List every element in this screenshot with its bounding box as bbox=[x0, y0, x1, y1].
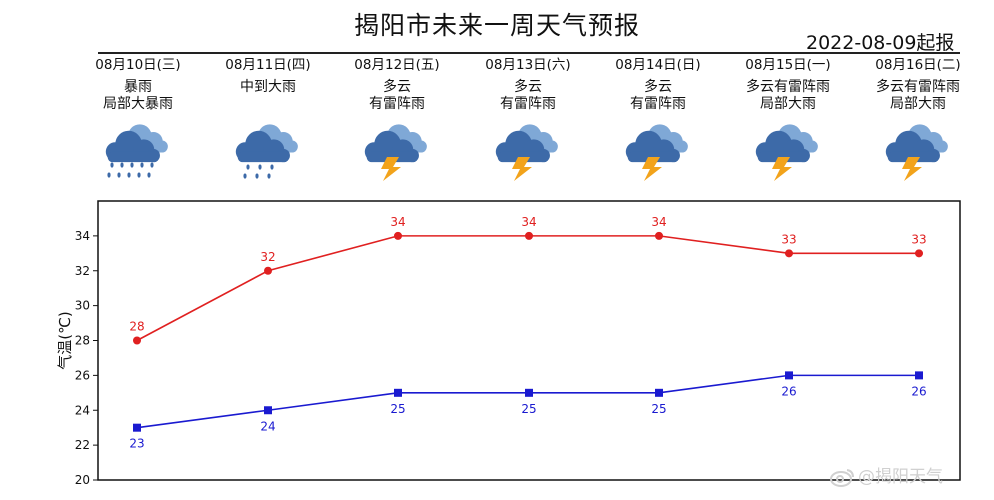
data-point bbox=[785, 371, 793, 380]
y-axis-label: 气温(℃) bbox=[56, 311, 74, 370]
data-label: 25 bbox=[651, 402, 666, 416]
data-label: 28 bbox=[129, 320, 144, 334]
day-column: 08月16日(二) 多云有雷阵雨 局部大雨 bbox=[853, 56, 983, 201]
watermark-text: @揭阳天气 bbox=[858, 467, 943, 487]
day-column: 08月10日(三) 暴雨 局部大暴雨 bbox=[73, 56, 203, 201]
data-label: 33 bbox=[911, 232, 926, 246]
data-label: 32 bbox=[260, 250, 275, 264]
data-point bbox=[133, 423, 141, 432]
data-point bbox=[525, 388, 533, 397]
issue-date: 2022-08-09起报 bbox=[806, 32, 955, 54]
day-weather-description: 多云 有雷阵雨 bbox=[463, 79, 593, 113]
y-tick-label: 34 bbox=[75, 229, 90, 243]
day-date-label: 08月14日(日) bbox=[615, 57, 701, 73]
data-point bbox=[785, 249, 793, 258]
y-tick-label: 20 bbox=[75, 473, 90, 487]
day-weather-description: 暴雨 局部大暴雨 bbox=[73, 79, 203, 113]
day-column: 08月12日(五) 多云 有雷阵雨 bbox=[332, 56, 462, 201]
data-label: 33 bbox=[781, 232, 796, 246]
day-column: 08月15日(一) 多云有雷阵雨 局部大雨 bbox=[723, 56, 853, 201]
data-point bbox=[264, 406, 272, 415]
thunderstorm-icon bbox=[625, 124, 688, 181]
data-label: 23 bbox=[129, 437, 144, 451]
day-weather-description: 多云有雷阵雨 局部大雨 bbox=[853, 79, 983, 113]
day-weather-text: 暴雨 bbox=[124, 79, 152, 95]
data-point bbox=[525, 231, 533, 240]
watermark: @揭阳天气 bbox=[830, 462, 943, 487]
data-point bbox=[915, 371, 923, 380]
data-point bbox=[915, 249, 923, 258]
day-weather-text: 多云 bbox=[514, 79, 542, 95]
day-weather-text: 局部大暴雨 bbox=[103, 96, 173, 112]
thunderstorm-icon bbox=[495, 124, 558, 181]
day-date-label: 08月15日(一) bbox=[745, 57, 831, 73]
thunderstorm-icon bbox=[364, 124, 427, 181]
day-date-label: 08月11日(四) bbox=[225, 57, 311, 73]
weibo-logo-icon bbox=[830, 469, 854, 487]
day-date-label: 08月16日(二) bbox=[875, 57, 961, 73]
y-tick-label: 30 bbox=[75, 299, 90, 313]
y-tick-label: 28 bbox=[75, 334, 90, 348]
data-label: 25 bbox=[390, 402, 405, 416]
data-label: 24 bbox=[260, 419, 275, 433]
data-label: 34 bbox=[521, 215, 536, 229]
day-weather-description: 多云 有雷阵雨 bbox=[332, 79, 462, 113]
data-label: 25 bbox=[521, 402, 536, 416]
day-weather-text: 有雷阵雨 bbox=[369, 96, 425, 112]
day-column: 08月11日(四) 中到大雨 bbox=[203, 56, 333, 201]
data-point bbox=[394, 231, 402, 240]
y-tick-label: 24 bbox=[75, 403, 90, 417]
day-weather-text: 多云有雷阵雨 bbox=[746, 79, 830, 95]
thunderstorm-icon bbox=[755, 124, 818, 181]
data-point bbox=[264, 266, 272, 275]
thunderstorm-icon bbox=[885, 124, 948, 181]
day-weather-text: 局部大雨 bbox=[890, 96, 946, 112]
data-label: 26 bbox=[911, 384, 926, 398]
y-tick-label: 22 bbox=[75, 438, 90, 452]
day-date-label: 08月10日(三) bbox=[95, 57, 181, 73]
y-tick-label: 32 bbox=[75, 264, 90, 278]
day-weather-text: 多云 bbox=[644, 79, 672, 95]
data-label: 34 bbox=[390, 215, 405, 229]
day-weather-description: 中到大雨 bbox=[203, 79, 333, 113]
day-weather-text: 多云 bbox=[383, 79, 411, 95]
data-point bbox=[394, 388, 402, 397]
day-weather-text: 中到大雨 bbox=[240, 79, 296, 95]
day-column: 08月14日(日) 多云 有雷阵雨 bbox=[593, 56, 723, 201]
day-weather-description: 多云 有雷阵雨 bbox=[593, 79, 723, 113]
heavy-rain-icon bbox=[105, 124, 168, 178]
header-rule bbox=[98, 52, 960, 54]
plot-frame bbox=[97, 200, 961, 481]
data-label: 26 bbox=[781, 384, 796, 398]
day-columns: 08月10日(三) 暴雨 局部大暴雨 08月11日(四) 中到大雨 08月12日(五) 多云… bbox=[95, 56, 961, 201]
day-weather-description: 多云有雷阵雨 局部大雨 bbox=[723, 79, 853, 113]
data-point bbox=[655, 388, 663, 397]
day-weather-text: 有雷阵雨 bbox=[500, 96, 556, 112]
chart-title: 揭阳市未来一周天气预报 bbox=[353, 11, 640, 40]
day-date-label: 08月12日(五) bbox=[354, 57, 440, 73]
series-line bbox=[136, 235, 919, 342]
rain-icon bbox=[235, 124, 298, 179]
day-weather-text: 多云有雷阵雨 bbox=[876, 79, 960, 95]
day-date-label: 08月13日(六) bbox=[485, 57, 571, 73]
day-weather-text: 有雷阵雨 bbox=[630, 96, 686, 112]
data-point bbox=[133, 336, 141, 345]
day-weather-text: 局部大雨 bbox=[760, 96, 816, 112]
day-column: 08月13日(六) 多云 有雷阵雨 bbox=[463, 56, 593, 201]
y-tick-label: 26 bbox=[75, 368, 90, 382]
data-point bbox=[655, 231, 663, 240]
data-label: 34 bbox=[651, 215, 666, 229]
